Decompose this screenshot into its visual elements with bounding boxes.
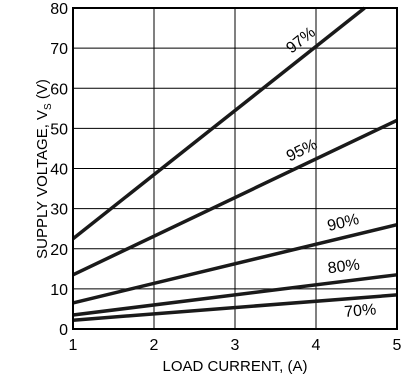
x-axis-title: LOAD CURRENT, (A) [162, 358, 307, 375]
y-tick-label: 40 [50, 162, 68, 179]
x-tick-label: 2 [150, 337, 159, 354]
y-tick-label: 0 [59, 322, 68, 339]
x-tick-labels: 1 2 3 4 5 [69, 337, 402, 354]
series-label: 70% [344, 301, 377, 320]
plot-frame [72, 7, 398, 330]
y-tick-label: 20 [50, 242, 68, 259]
series-lines [71, 6, 398, 322]
x-tick-label: 5 [393, 337, 402, 354]
series-line [72, 222, 398, 305]
y-tick-label: 50 [50, 121, 68, 138]
y-axis-title-subscript: S [43, 103, 54, 110]
y-axis-title-unit: (V) [34, 79, 51, 103]
series-labels: 97%95%90%80%70% [283, 24, 377, 321]
y-axis-title: SUPPLY VOLTAGE, VS (V) [34, 79, 54, 259]
y-tick-labels: 0 10 20 30 40 50 60 70 80 [50, 1, 68, 339]
series-label: 90% [326, 211, 361, 235]
y-tick-label: 60 [50, 81, 68, 98]
series-label: 97% [283, 24, 319, 57]
series-line [71, 6, 366, 241]
y-tick-label: 30 [50, 202, 68, 219]
y-tick-label: 10 [50, 282, 68, 299]
y-tick-label: 80 [50, 1, 68, 18]
series-label: 80% [327, 257, 361, 278]
series-line [72, 118, 398, 277]
x-tick-label: 4 [312, 337, 321, 354]
x-tick-label: 3 [231, 337, 240, 354]
series-line [72, 273, 398, 317]
y-axis-title-main: SUPPLY VOLTAGE, V [34, 110, 51, 259]
series-line [72, 293, 398, 322]
x-tick-label: 1 [69, 337, 78, 354]
y-tick-label: 70 [50, 41, 68, 58]
